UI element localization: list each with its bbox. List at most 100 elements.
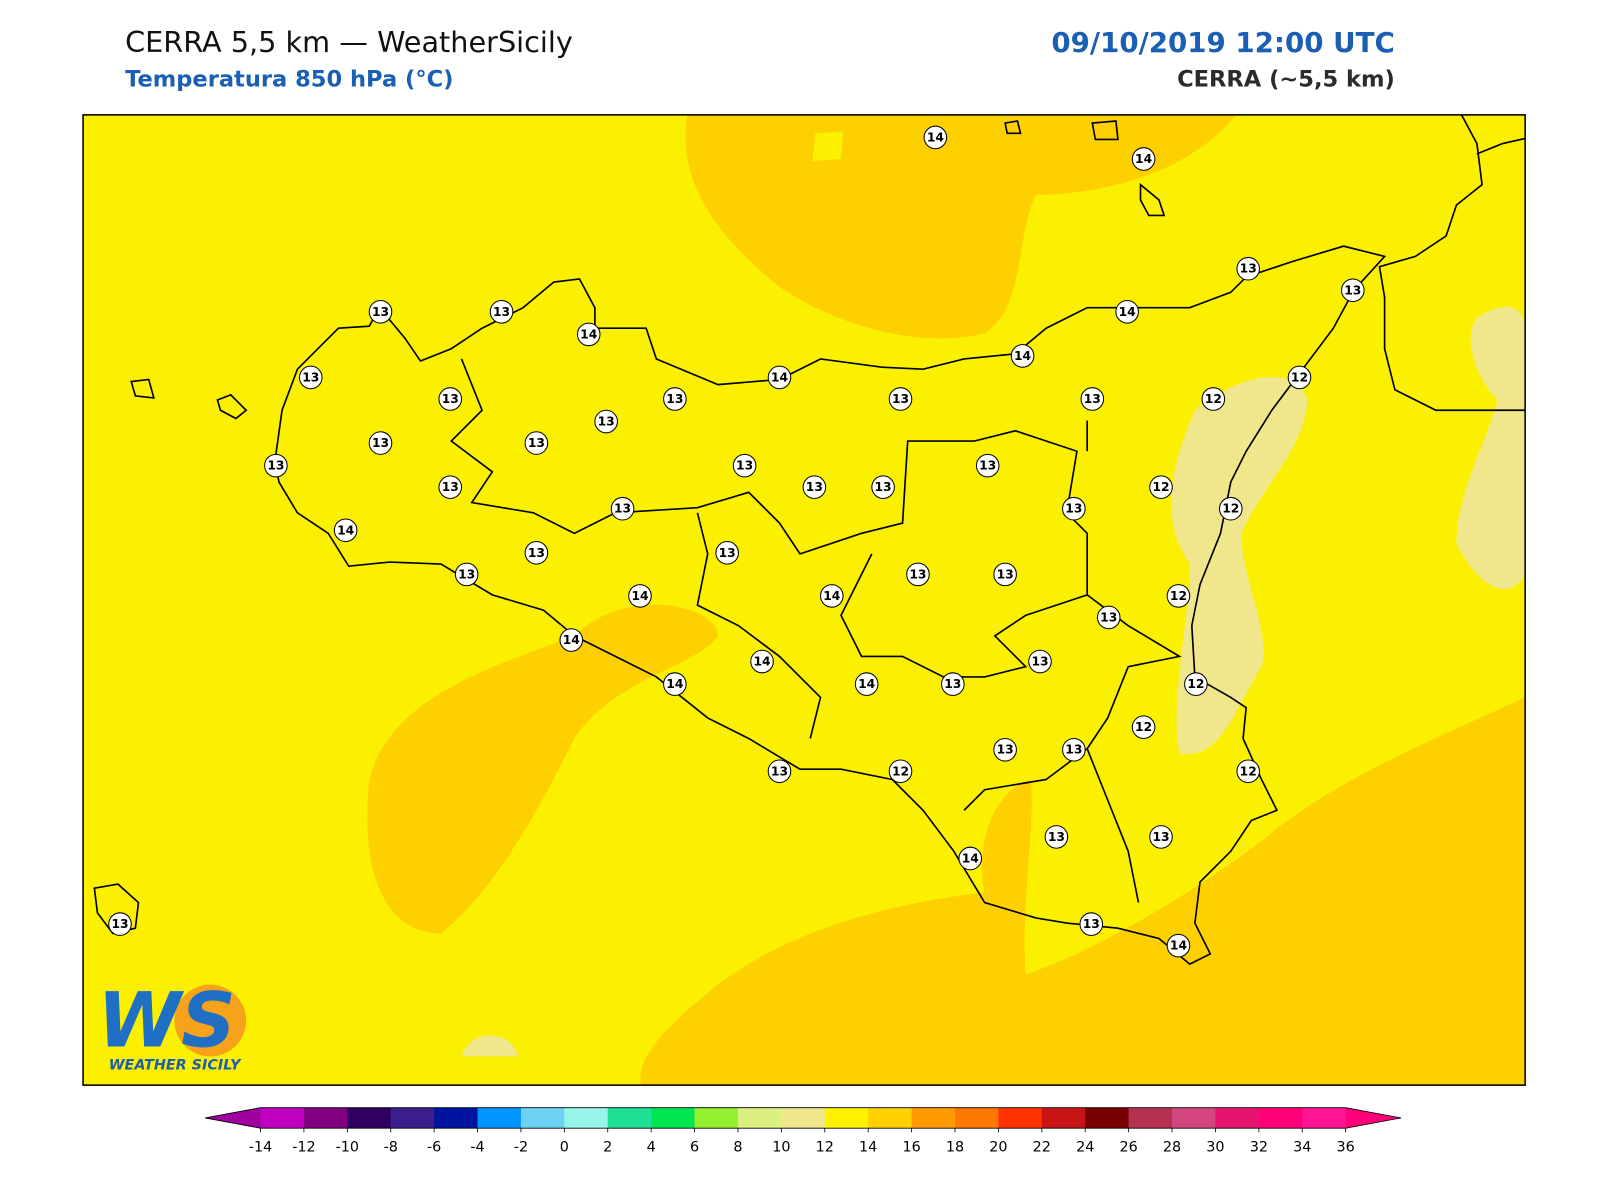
station-marker [819,584,844,608]
station: 13 [438,387,463,411]
station: 13 [1062,737,1086,762]
station-value: 13 [997,743,1014,757]
colorbar-segment [1302,1107,1347,1129]
station: 13 [993,562,1017,587]
station-marker [628,584,652,608]
station-value: 13 [493,305,510,319]
station-marker [767,759,792,784]
station-value: 13 [1065,743,1082,757]
station-value: 13 [909,567,926,581]
coastline [1378,114,1526,412]
station-marker [1080,387,1105,411]
station-value: 13 [736,459,753,473]
station-marker [610,496,635,521]
border [450,358,1182,903]
station: 13 [368,300,393,324]
station-marker [1010,344,1035,368]
colorbar-under [205,1107,261,1129]
station-marker [576,322,601,347]
station-marker [750,649,774,674]
colorbar-tick-label: -10 [336,1140,359,1156]
station-marker [438,475,463,499]
station-value: 14 [927,130,944,144]
colorbar-tick-label: 2 [603,1140,612,1156]
station-value: 12 [1152,480,1169,494]
stations: 14 14 13 13 14 13 13 14 14 13 14 13 13 13 13 12 12 13 13 13… [108,125,1365,958]
station-marker [524,541,549,565]
station-value: 13 [442,480,459,494]
station-value: 12 [1222,502,1239,516]
station-value: 13 [997,567,1014,581]
station-marker [1096,605,1121,630]
station-marker [854,672,879,696]
station: 13 [1079,912,1104,936]
station: 14 [1115,300,1139,324]
colorbar-segment [737,1107,782,1129]
station: 13 [524,431,549,455]
station-marker [559,628,584,652]
map: 14 14 13 13 14 13 13 14 14 13 14 13 13 13 13 12 12 13 13 13… [83,114,1526,1086]
station: 13 [715,541,739,565]
date: 09/10/2019 12:00 UTC [1051,26,1394,59]
station-marker [1236,759,1260,784]
station-value: 12 [1240,764,1257,778]
colorbar-tick-label: 6 [690,1140,699,1156]
station-marker [1201,387,1226,411]
station: 13 [1028,649,1052,674]
colorbar-segment [607,1107,652,1129]
station-marker [1131,147,1156,171]
station-value: 13 [719,546,736,560]
station-marker [1166,584,1191,608]
station: 13 [524,541,549,565]
station-value: 13 [1152,830,1169,844]
colorbar-tick-label: 20 [989,1140,1007,1156]
station-marker [1062,496,1086,521]
colorbar-segment [434,1107,479,1129]
colorbar-segment [694,1107,739,1129]
colorbar-tick-label: 32 [1250,1140,1268,1156]
colorbar-segment [260,1107,305,1129]
station-value: 13 [1240,262,1257,276]
station: 14 [923,125,948,150]
colorbar-segment [303,1107,348,1129]
station-value: 13 [1084,392,1101,406]
station-marker [802,475,827,499]
station: 14 [958,846,983,871]
station: 13 [802,475,827,499]
colorbar-tick-label: 4 [647,1140,656,1156]
station: 13 [975,453,1000,478]
station-value: 13 [875,480,892,494]
station-marker [923,125,948,150]
station-marker [663,387,687,411]
colorbar-tick-label: 16 [902,1140,920,1156]
station: 14 [1131,147,1156,171]
station-marker [489,300,514,324]
coastline [274,245,1387,966]
station-value: 13 [806,480,823,494]
station: 12 [1166,584,1191,608]
station-marker [941,672,965,696]
station-marker [732,453,757,478]
station: 13 [438,475,463,499]
station-value: 13 [111,917,128,931]
station-value: 14 [858,677,875,691]
station: 14 [1010,344,1035,368]
station-value: 13 [944,677,961,691]
colorbar-segment [520,1107,565,1129]
station-marker [108,912,132,936]
station: 13 [663,387,687,411]
station-value: 13 [372,436,389,450]
station-marker [888,387,913,411]
field-area [367,604,718,934]
station-marker [368,300,393,324]
field-area [461,1035,518,1057]
colorbar-segment [1085,1107,1130,1129]
station: 13 [732,453,757,478]
station-value: 14 [1119,305,1136,319]
station-value: 14 [580,327,597,341]
station: 13 [1236,256,1260,281]
station: 14 [663,672,687,696]
station: 12 [1184,672,1208,696]
station: 13 [1062,496,1086,521]
